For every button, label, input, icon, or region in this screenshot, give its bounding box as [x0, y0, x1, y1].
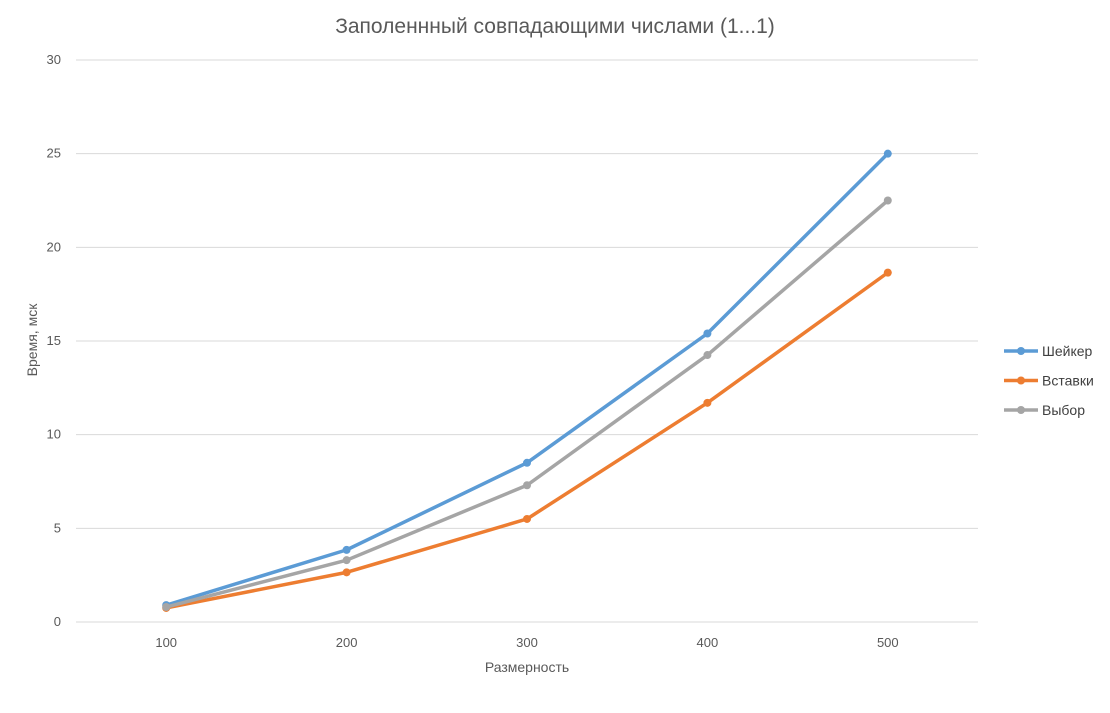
y-axis-title: Время, мск	[24, 303, 40, 377]
x-tick-label: 500	[877, 635, 899, 650]
legend-entry: Вставки	[1004, 373, 1094, 389]
series-lines	[162, 149, 892, 612]
legend-label: Вставки	[1042, 373, 1094, 389]
y-tick-label: 5	[54, 520, 61, 535]
y-axis-ticks: 0 5 10 15 20 25 30	[47, 52, 61, 629]
y-tick-label: 0	[54, 614, 61, 629]
y-tick-label: 15	[47, 333, 61, 348]
data-point	[342, 556, 351, 565]
x-axis-title: Размерность	[485, 659, 569, 675]
legend-entry: Шейкер	[1004, 343, 1093, 359]
data-point	[703, 329, 712, 338]
legend-marker	[1017, 376, 1025, 385]
data-point	[883, 268, 892, 277]
data-point	[523, 458, 531, 467]
x-axis-ticks: 100 200 300 400 500	[155, 635, 898, 650]
x-tick-label: 200	[336, 635, 358, 650]
x-tick-label: 300	[516, 635, 538, 650]
data-point	[703, 398, 712, 407]
legend: Шейкер Вставки Выбор	[1004, 343, 1094, 418]
y-tick-label: 20	[47, 239, 61, 254]
gridlines	[76, 59, 978, 623]
data-point	[342, 545, 351, 554]
series-line	[164, 151, 890, 607]
y-tick-label: 30	[47, 52, 61, 67]
data-point	[883, 196, 892, 205]
legend-label: Шейкер	[1042, 343, 1093, 359]
x-tick-label: 400	[697, 635, 719, 650]
data-point	[703, 351, 712, 360]
legend-label: Выбор	[1042, 402, 1085, 418]
data-point	[523, 514, 531, 523]
y-tick-label: 25	[47, 146, 61, 161]
series-line	[164, 270, 890, 610]
data-point	[523, 481, 531, 490]
legend-marker	[1017, 406, 1025, 414]
legend-entry: Выбор	[1004, 402, 1085, 418]
legend-marker	[1017, 347, 1025, 355]
x-tick-label: 100	[155, 635, 177, 650]
data-point	[342, 568, 351, 577]
chart-title: Заполеннный совпадающими числами (1...1)	[335, 15, 775, 38]
data-point	[162, 603, 171, 612]
y-tick-label: 10	[47, 427, 61, 442]
data-point	[883, 149, 892, 158]
